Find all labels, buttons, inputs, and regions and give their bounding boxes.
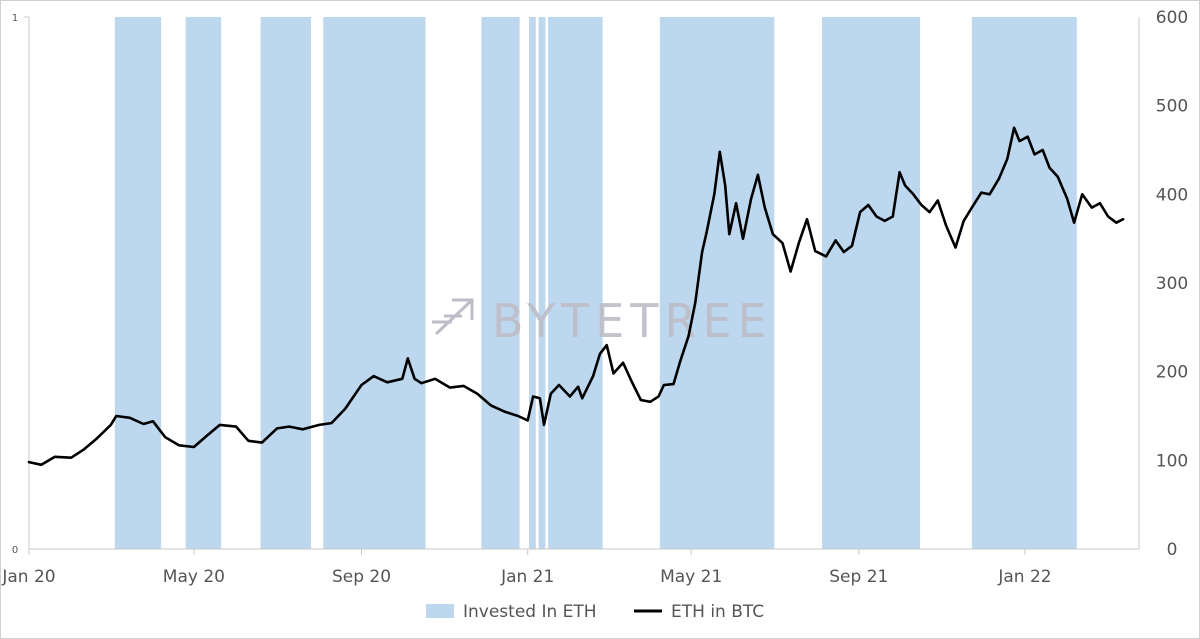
- invested-period-1: [185, 17, 222, 549]
- invested-period-2: [260, 17, 311, 549]
- legend-label-eth-in-btc: ETH in BTC: [671, 602, 764, 622]
- x-tick-label: May 20: [163, 567, 225, 587]
- y-right-tick-label: 400: [1156, 185, 1188, 205]
- y-left-tick-label: 0: [12, 545, 18, 556]
- axes: [24, 16, 1140, 550]
- x-tick-label: Jan 20: [1, 567, 55, 587]
- legend-swatch-invested: [426, 604, 454, 618]
- shaded-periods: [114, 17, 1077, 549]
- y-right-tick-label: 600: [1156, 8, 1188, 28]
- watermark-logo-icon: [432, 298, 474, 336]
- invested-period-8: [659, 17, 775, 549]
- invested-period-3: [323, 17, 426, 549]
- y-right-tick-label: 100: [1156, 451, 1188, 471]
- invested-period-0: [114, 17, 162, 549]
- legend-label-invested: Invested In ETH: [463, 602, 597, 622]
- x-axis-ticks: Jan 20 May 20 Sep 20 Jan 21 May 21 Sep 21 Jan …: [1, 549, 1052, 587]
- invested-period-10: [971, 17, 1077, 549]
- x-tick-label: Sep 21: [829, 567, 888, 587]
- invested-period-5: [529, 17, 536, 549]
- x-tick-label: Jan 22: [997, 567, 1051, 587]
- watermark: BYTETREE: [432, 294, 773, 348]
- y-right-tick-label: 500: [1156, 97, 1188, 117]
- y-right-tick-label: 300: [1156, 274, 1188, 294]
- y-axis-left-ticks: 01: [12, 13, 18, 556]
- y-left-tick-label: 1: [12, 13, 18, 24]
- invested-period-4: [481, 17, 520, 549]
- x-tick-label: May 21: [660, 567, 722, 587]
- eth-in-btc-series: [27, 126, 1125, 467]
- invested-period-6: [538, 17, 546, 549]
- invested-period-7: [548, 17, 603, 549]
- legend: Invested In ETH ETH in BTC: [426, 602, 764, 622]
- x-tick-label: Jan 21: [500, 567, 554, 587]
- y-right-tick-label: 200: [1156, 363, 1188, 383]
- invested-period-9: [822, 17, 921, 549]
- y-axis-right-ticks: 0 100 200 300 400 500 600: [1156, 8, 1188, 560]
- x-tick-label: Sep 20: [332, 567, 391, 587]
- y-right-tick-label: 0: [1167, 540, 1178, 560]
- watermark-text: BYTETREE: [492, 294, 773, 348]
